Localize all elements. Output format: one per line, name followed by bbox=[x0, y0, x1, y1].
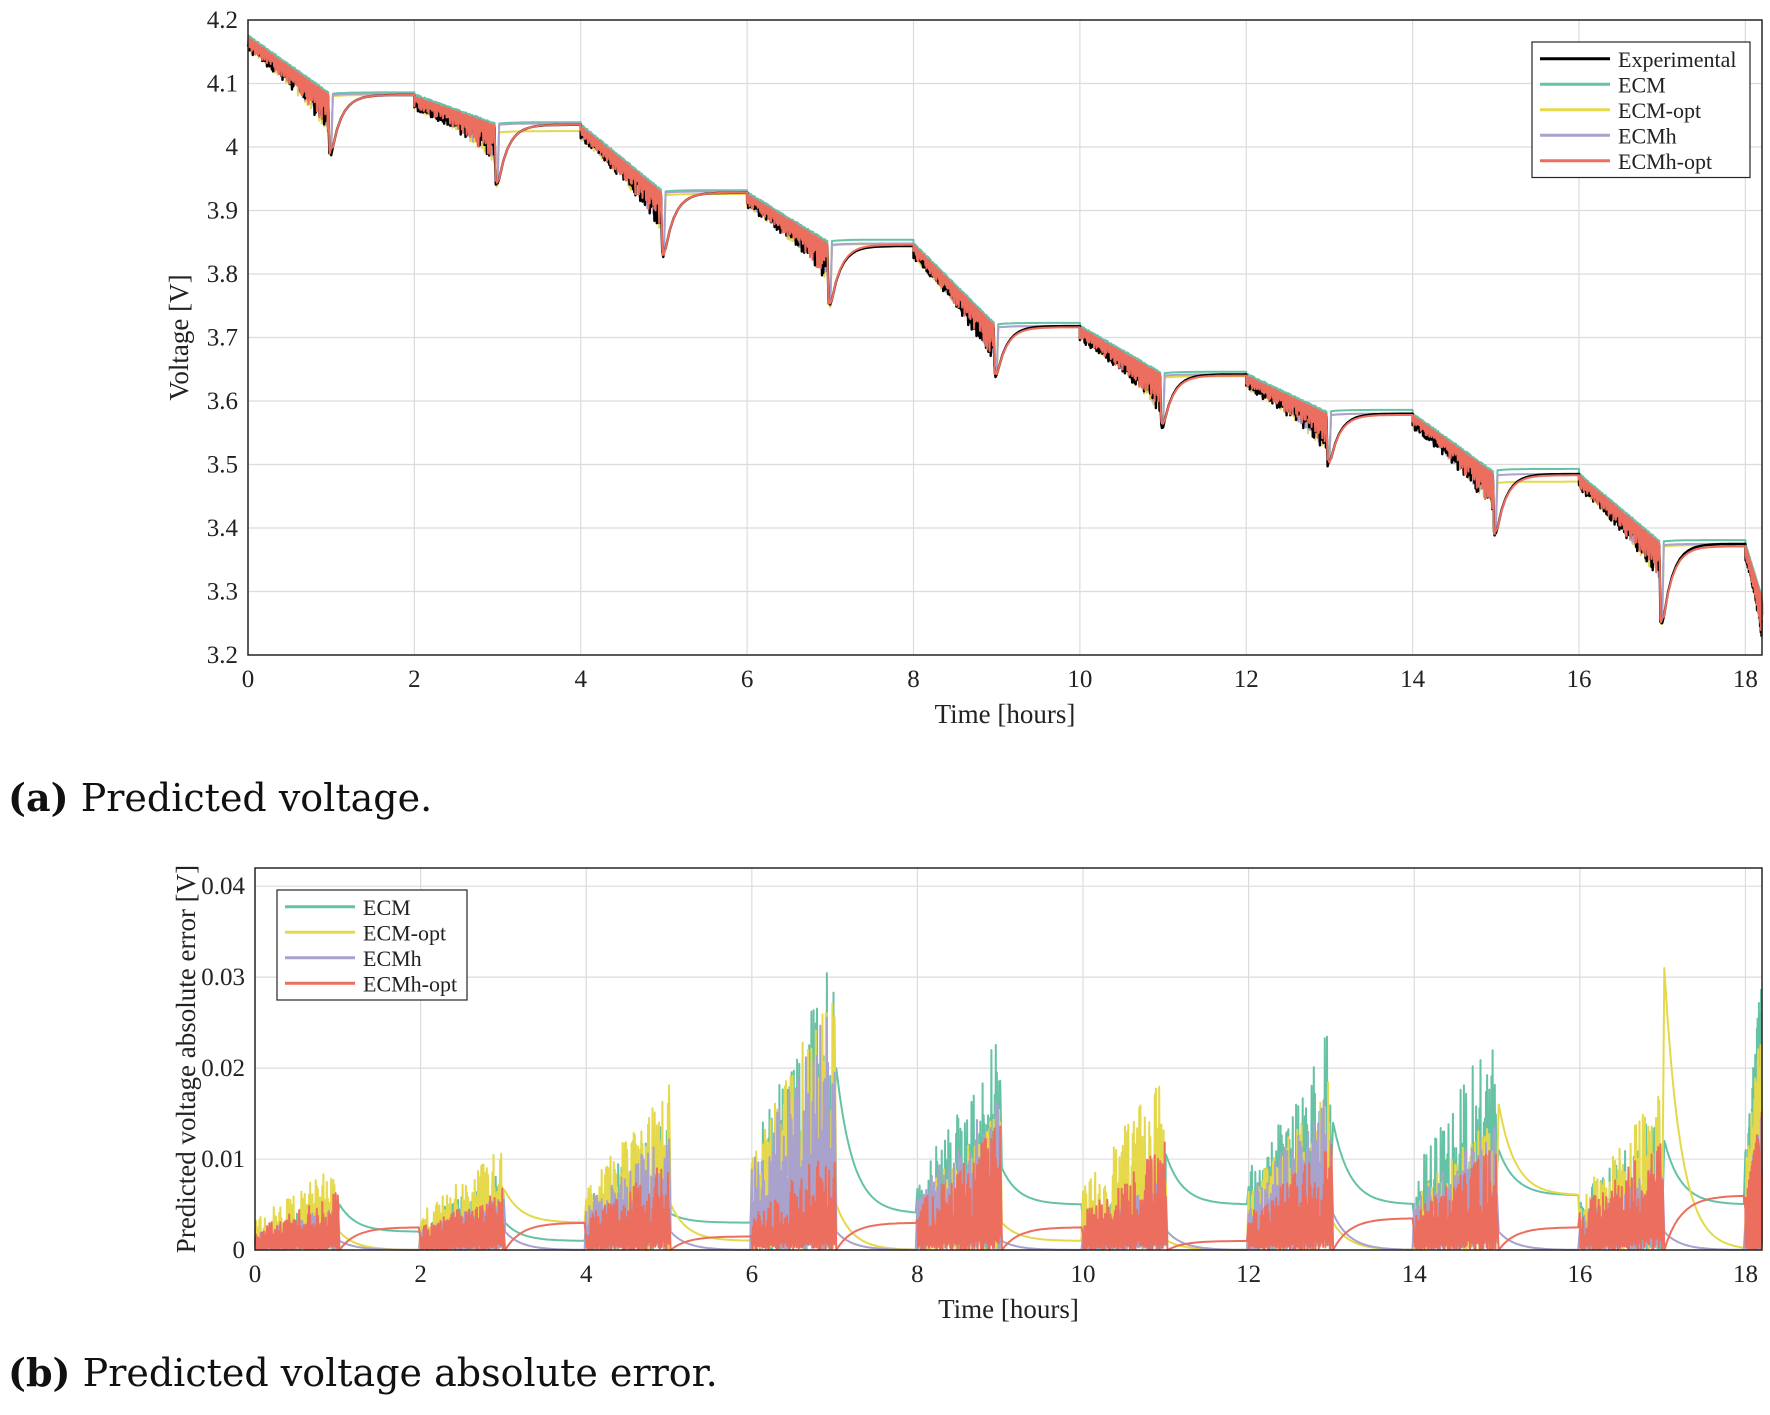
y-tick-label: 0.04 bbox=[201, 873, 245, 900]
x-tick-label: 16 bbox=[1567, 1261, 1592, 1288]
x-tick-label: 14 bbox=[1402, 1261, 1428, 1288]
x-tick-label: 18 bbox=[1733, 1261, 1758, 1288]
y-tick-label: 0.01 bbox=[201, 1146, 245, 1173]
legend-label: ECM-opt bbox=[1618, 98, 1701, 123]
x-tick-label: 8 bbox=[907, 666, 920, 693]
x-tick-label: 10 bbox=[1067, 666, 1092, 693]
legend-box bbox=[276, 889, 468, 1001]
x-tick-label: 10 bbox=[1071, 1261, 1096, 1288]
caption-a: (a) Predicted voltage. bbox=[8, 775, 432, 820]
y-axis-label: Predicted voltage absolute error [V] bbox=[171, 865, 201, 1253]
caption-b-label: (b) bbox=[8, 1350, 71, 1395]
legend-label: ECM bbox=[363, 895, 411, 920]
plot-area bbox=[255, 868, 1762, 1250]
y-tick-label: 0 bbox=[233, 1237, 246, 1264]
y-tick-label: 3.2 bbox=[207, 642, 238, 669]
y-tick-label: 3.5 bbox=[207, 452, 238, 479]
x-axis-label: Time [hours] bbox=[938, 1294, 1079, 1324]
caption-a-label: (a) bbox=[8, 775, 69, 820]
y-tick-label: 4.2 bbox=[207, 7, 238, 34]
x-tick-label: 14 bbox=[1400, 666, 1426, 693]
x-tick-label: 12 bbox=[1234, 666, 1259, 693]
chart-b: 0 2 4 6 8 10 12 14 16 18 0 0.01 0.02 0.03 0.04 Time [ho… bbox=[171, 865, 1763, 1324]
y-tick-label: 3.9 bbox=[207, 198, 238, 225]
legend-label: ECM bbox=[1618, 72, 1666, 97]
caption-b-text: Predicted voltage absolute error. bbox=[82, 1351, 718, 1395]
y-tick-label: 3.8 bbox=[207, 261, 238, 288]
legend-label: ECMh bbox=[363, 946, 422, 971]
y-tick-label: 4.1 bbox=[207, 71, 238, 98]
x-tick-label: 12 bbox=[1236, 1261, 1261, 1288]
x-tick-label: 4 bbox=[580, 1261, 593, 1288]
legend-label: ECMh bbox=[1618, 123, 1677, 148]
caption-b: (b) Predicted voltage absolute error. bbox=[8, 1350, 718, 1395]
legend-label: Experimental bbox=[1618, 47, 1737, 72]
y-tick-label: 3.3 bbox=[207, 579, 238, 606]
x-tick-label: 6 bbox=[741, 666, 754, 693]
x-axis-label: Time [hours] bbox=[935, 699, 1076, 729]
legend-label: ECMh-opt bbox=[363, 971, 457, 996]
caption-a-text: Predicted voltage. bbox=[80, 776, 433, 820]
y-tick-label: 3.7 bbox=[207, 325, 238, 352]
y-tick-label: 0.03 bbox=[201, 964, 245, 991]
x-tick-label: 16 bbox=[1566, 666, 1591, 693]
legend-label: ECMh-opt bbox=[1618, 149, 1712, 174]
series-line-ecmh-opt bbox=[247, 36, 1763, 632]
y-tick-label: 3.6 bbox=[207, 388, 238, 415]
y-tick-label: 3.4 bbox=[207, 515, 239, 542]
x-tick-label: 0 bbox=[242, 666, 255, 693]
x-tick-label: 0 bbox=[249, 1261, 262, 1288]
x-tick-label: 2 bbox=[414, 1261, 427, 1288]
x-tick-label: 8 bbox=[911, 1261, 924, 1288]
x-tick-label: 2 bbox=[408, 666, 421, 693]
x-tick-label: 18 bbox=[1733, 666, 1758, 693]
y-axis-label: Voltage [V] bbox=[164, 274, 194, 400]
plot-frame bbox=[247, 19, 1763, 656]
error-line-ecmh-opt bbox=[254, 1111, 1763, 1251]
x-tick-label: 6 bbox=[746, 1261, 759, 1288]
x-tick-label: 4 bbox=[574, 666, 587, 693]
y-tick-label: 4 bbox=[226, 134, 239, 161]
plot-frame bbox=[254, 867, 1763, 1251]
legend-label: ECM-opt bbox=[363, 920, 446, 945]
y-tick-label: 0.02 bbox=[201, 1055, 245, 1082]
chart-a: 0 2 4 6 8 10 12 14 16 18 3.2 3.3 3.4 3.5 3.6 3.7 3.8 3.9 4… bbox=[164, 7, 1764, 729]
